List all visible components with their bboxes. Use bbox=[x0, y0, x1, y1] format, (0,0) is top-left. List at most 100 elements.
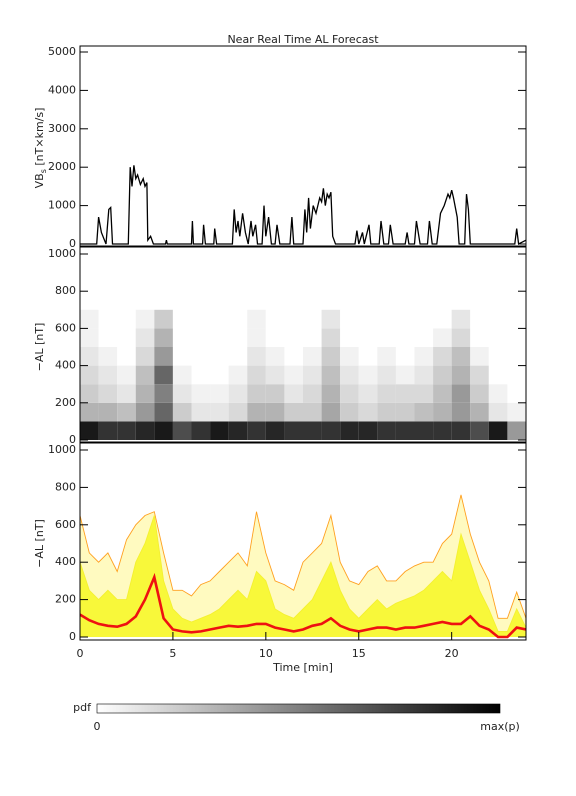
heat-cell bbox=[303, 328, 322, 347]
heat-cell bbox=[303, 309, 322, 329]
heat-cell bbox=[247, 365, 266, 385]
heat-cell bbox=[247, 347, 266, 366]
heat-cell bbox=[470, 347, 489, 366]
heat-cell bbox=[340, 402, 359, 422]
heat-cell bbox=[470, 421, 489, 440]
y-tick-label: 3000 bbox=[48, 122, 76, 135]
heat-cell bbox=[433, 347, 452, 366]
heat-cell bbox=[507, 328, 526, 347]
heat-cell bbox=[414, 347, 434, 366]
y-tick-label: 200 bbox=[55, 396, 76, 409]
heat-cell bbox=[470, 328, 489, 347]
heat-cell bbox=[395, 421, 415, 440]
heat-cell bbox=[321, 402, 341, 422]
heat-cell bbox=[172, 309, 192, 329]
heat-cell bbox=[191, 402, 211, 422]
heat-cell bbox=[117, 365, 136, 385]
heat-cell bbox=[358, 402, 378, 422]
heat-cell bbox=[135, 309, 155, 329]
heat-cell bbox=[117, 347, 136, 366]
vbs-line bbox=[80, 165, 526, 246]
heat-cell bbox=[358, 384, 378, 403]
heat-cell bbox=[395, 328, 415, 347]
chart-title: Near Real Time AL Forecast bbox=[227, 33, 379, 46]
y-tick-label: 0 bbox=[69, 237, 76, 250]
heat-cell bbox=[154, 347, 173, 366]
heat-cell bbox=[470, 309, 489, 329]
heat-cell bbox=[321, 365, 341, 385]
heat-cell bbox=[414, 328, 434, 347]
heat-cell bbox=[98, 328, 118, 347]
heat-cell bbox=[154, 309, 173, 329]
heat-cell bbox=[98, 347, 118, 366]
heat-cell bbox=[98, 402, 118, 422]
heat-cell bbox=[80, 309, 99, 329]
y-tick-label: 200 bbox=[55, 593, 76, 606]
heat-cell bbox=[377, 328, 396, 347]
heat-cell bbox=[247, 402, 266, 422]
colorbar-min: 0 bbox=[94, 720, 101, 733]
heat-cell bbox=[247, 421, 266, 440]
heat-cell bbox=[135, 402, 155, 422]
heat-cell bbox=[377, 402, 396, 422]
heat-cell bbox=[340, 384, 359, 403]
heat-cell bbox=[265, 421, 285, 440]
heat-cell bbox=[80, 347, 99, 366]
heat-cell bbox=[135, 347, 155, 366]
heat-cell bbox=[265, 309, 285, 329]
heat-cell bbox=[191, 384, 211, 403]
heat-cell bbox=[488, 309, 508, 329]
heat-cell bbox=[284, 328, 303, 347]
heat-cell bbox=[488, 347, 508, 366]
band-area bbox=[80, 515, 526, 637]
heat-cell bbox=[507, 347, 526, 366]
x-tick-label: 20 bbox=[445, 647, 459, 660]
heat-cell bbox=[358, 421, 378, 440]
heat-cell bbox=[451, 402, 471, 422]
heat-cell bbox=[488, 328, 508, 347]
heat-cell bbox=[340, 365, 359, 385]
heat-cell bbox=[321, 328, 341, 347]
heat-cell bbox=[470, 402, 489, 422]
y-tick-label: 0 bbox=[69, 630, 76, 643]
heat-cell bbox=[210, 384, 229, 403]
heat-cell bbox=[284, 421, 303, 440]
y-axis-label: −AL [nT] bbox=[33, 323, 46, 372]
heat-cell bbox=[358, 347, 378, 366]
heat-cell bbox=[247, 384, 266, 403]
heat-cell bbox=[451, 365, 471, 385]
axis-box bbox=[79, 442, 527, 641]
heat-cell bbox=[303, 421, 322, 440]
heat-cell bbox=[395, 347, 415, 366]
heat-cell bbox=[228, 309, 248, 329]
heat-cell bbox=[135, 384, 155, 403]
heat-cell bbox=[247, 309, 266, 329]
heat-cell bbox=[228, 402, 248, 422]
heat-cell bbox=[172, 328, 192, 347]
heat-cell bbox=[395, 365, 415, 385]
heat-cell bbox=[210, 309, 229, 329]
heat-cell bbox=[80, 384, 99, 403]
heat-cell bbox=[265, 365, 285, 385]
heat-cell bbox=[98, 384, 118, 403]
plot-area bbox=[80, 309, 526, 440]
axis-box bbox=[79, 246, 527, 443]
heat-cell bbox=[451, 309, 471, 329]
heat-cell bbox=[228, 365, 248, 385]
heat-cell bbox=[507, 421, 526, 440]
heat-cell bbox=[414, 402, 434, 422]
heat-cell bbox=[154, 365, 173, 385]
y-label-sub: s bbox=[39, 169, 48, 173]
heat-cell bbox=[228, 328, 248, 347]
heat-cell bbox=[247, 328, 266, 347]
heat-cell bbox=[172, 421, 192, 440]
colorbar-max: max(p) bbox=[480, 720, 520, 733]
heat-cell bbox=[340, 421, 359, 440]
heat-cell bbox=[172, 365, 192, 385]
heat-cell bbox=[395, 309, 415, 329]
y-axis-label: VBs [nT×km/s] bbox=[33, 108, 48, 189]
y-axis-label: −AL [nT] bbox=[33, 519, 46, 568]
heat-cell bbox=[488, 365, 508, 385]
heat-cell bbox=[210, 402, 229, 422]
x-tick-label: 10 bbox=[259, 647, 273, 660]
